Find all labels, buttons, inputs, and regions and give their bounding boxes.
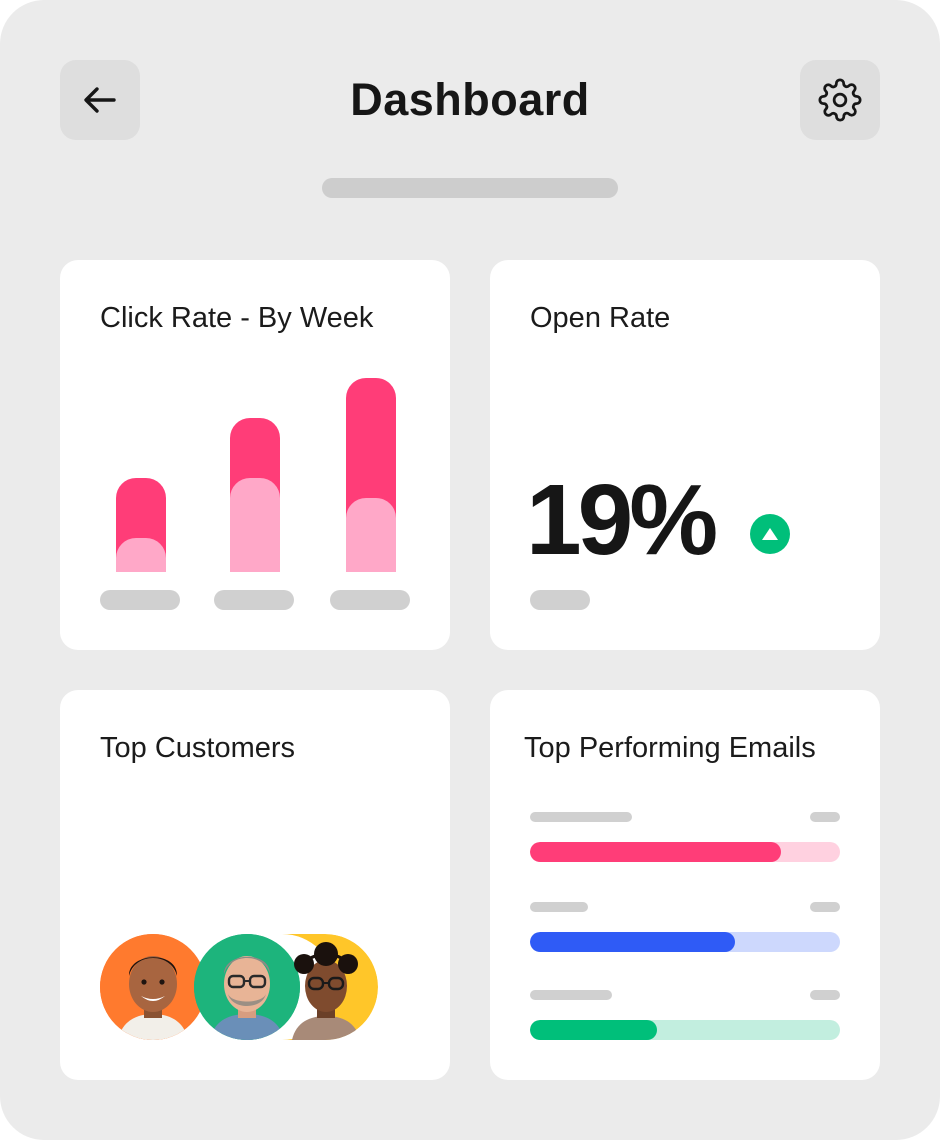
email-name-placeholder (530, 990, 612, 1000)
top-customers-card[interactable]: Top Customers (60, 690, 450, 1080)
progress-fill (530, 1020, 658, 1040)
avatar-woman-glasses-icon (282, 934, 378, 1040)
click-rate-bar-segment (346, 498, 396, 572)
email-progress-bar (530, 932, 840, 952)
click-rate-bar[interactable] (346, 378, 396, 572)
progress-fill (530, 842, 782, 862)
click-rate-bar-segment (116, 538, 166, 572)
email-value-placeholder (810, 902, 840, 912)
click-rate-card[interactable]: Click Rate - By Week (60, 260, 450, 650)
triangle-up-icon (762, 528, 778, 540)
arrow-left-icon (84, 87, 116, 113)
back-button[interactable] (60, 60, 140, 140)
settings-button[interactable] (800, 60, 880, 140)
caption-placeholder (530, 590, 590, 610)
card-title: Click Rate - By Week (100, 302, 374, 334)
email-value-placeholder (810, 812, 840, 822)
customer-avatar[interactable] (194, 934, 300, 1040)
email-value-placeholder (810, 990, 840, 1000)
avatar-man-glasses-icon (194, 934, 300, 1040)
page-title: Dashboard (350, 74, 590, 125)
customer-avatar[interactable] (282, 934, 378, 1040)
email-progress-bar (530, 842, 840, 862)
avatar-man-smiling-icon (100, 934, 206, 1040)
email-name-placeholder (530, 812, 632, 822)
click-rate-bar[interactable] (116, 478, 166, 572)
email-progress-bar (530, 1020, 840, 1040)
week-label-placeholder (100, 590, 180, 610)
open-rate-card[interactable]: Open Rate 19% (490, 260, 880, 650)
click-rate-bar[interactable] (230, 418, 280, 572)
click-rate-bar-segment (230, 478, 280, 572)
week-label-placeholder (214, 590, 294, 610)
week-label-placeholder (330, 590, 410, 610)
progress-fill (530, 932, 735, 952)
card-title: Open Rate (530, 302, 671, 334)
open-rate-value: 19% (526, 464, 718, 576)
customer-avatar[interactable] (100, 934, 206, 1040)
subtitle-placeholder (322, 178, 618, 198)
gear-icon (818, 78, 862, 122)
email-name-placeholder (530, 902, 588, 912)
card-title: Top Performing Emails (524, 732, 816, 764)
trend-badge (750, 514, 790, 554)
card-title: Top Customers (100, 732, 296, 764)
top-emails-card[interactable]: Top Performing Emails (490, 690, 880, 1080)
